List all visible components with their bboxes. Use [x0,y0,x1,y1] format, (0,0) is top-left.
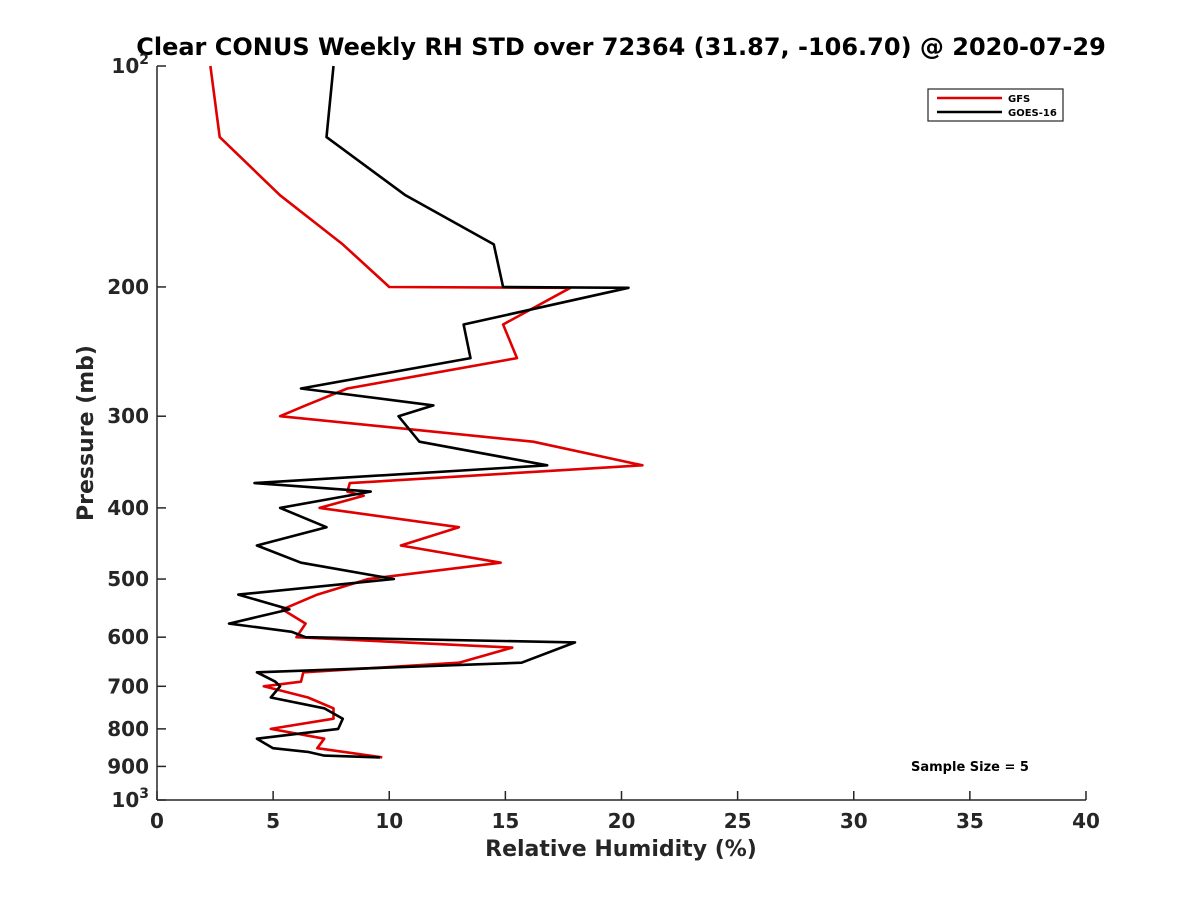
legend-label-gfs: GFS [1008,94,1030,105]
y-ticks: 102 200 300 400 500 600 700 800 900 103 [107,52,166,812]
x-tick-label: 35 [956,809,984,833]
x-tick-label: 15 [491,809,519,833]
y-tick-label: 102 [111,52,149,78]
x-tick-label: 40 [1072,809,1100,833]
sample-size-annotation: Sample Size = 5 [911,760,1029,775]
x-tick-label: 30 [840,809,868,833]
y-tick-label: 600 [107,625,149,649]
x-tick-label: 25 [724,809,752,833]
y-axis-label: Pressure (mb) [74,345,99,521]
x-tick-label: 0 [150,809,164,833]
y-tick-label: 200 [107,275,149,299]
y-tick-label: 103 [111,786,149,812]
x-tick-label: 10 [375,809,403,833]
legend-box [927,88,1064,122]
chart-title: Clear CONUS Weekly RH STD over 72364 (31… [136,33,1106,61]
y-tick-label: 900 [107,754,149,778]
legend-label-goes16: GOES-16 [1008,108,1057,119]
y-tick-label: 300 [107,404,149,428]
y-tick-label: 700 [107,674,149,698]
x-axis-label: Relative Humidity (%) [485,837,757,862]
y-tick-label: 500 [107,567,149,591]
series-line-goes16 [227,65,630,759]
legend: GFS GOES-16 [927,88,1064,122]
y-tick-label: 800 [107,717,149,741]
series-line-gfs [209,65,644,759]
plot-area: 0 5 10 15 20 25 30 35 40 102 200 300 400 500 600 700 80… [107,52,1100,833]
x-ticks: 0 5 10 15 20 25 30 35 40 [150,791,1100,833]
series-lines [209,65,644,759]
x-tick-label: 20 [608,809,636,833]
x-tick-label: 5 [266,809,280,833]
y-tick-label: 400 [107,496,149,520]
